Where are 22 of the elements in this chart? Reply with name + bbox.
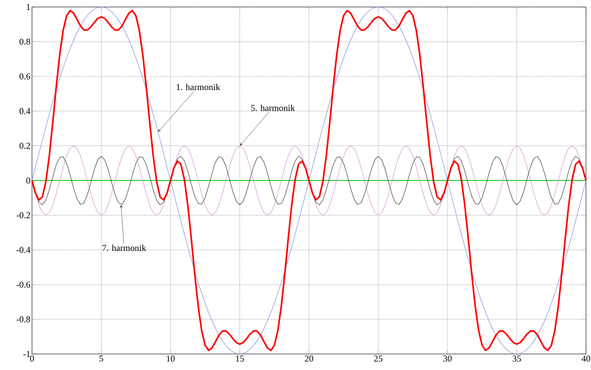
x-tick-label: 40 [582,356,590,362]
y-tick-label: 0.6 [20,73,30,80]
annotation: 1. harmonik [176,84,220,90]
y-tick-label: -0.8 [16,316,30,322]
x-tick-label: 15 [236,356,244,362]
y-tick-label: -1 [23,351,30,357]
x-tick-label: 35 [512,356,521,362]
y-tick-label: 0.4 [20,108,30,114]
y-tick-label: 0.8 [20,38,30,45]
x-tick-label: 5 [100,356,104,362]
y-tick-label: 0 [26,177,30,184]
y-tick-label: -0.2 [16,212,30,218]
y-tick-label: 1 [26,4,30,10]
annotation: 7. harmonik [102,244,146,251]
x-tick-label: 25 [374,356,382,362]
x-tick-label: 30 [443,356,452,362]
x-tick-label: 10 [166,356,175,362]
x-tick-label: 20 [304,356,314,362]
y-tick-label: -0.4 [16,246,30,253]
y-tick-label: 0.2 [20,142,30,149]
y-tick-label: -0.6 [16,282,30,288]
annotation: 5. harmonik [251,104,295,111]
